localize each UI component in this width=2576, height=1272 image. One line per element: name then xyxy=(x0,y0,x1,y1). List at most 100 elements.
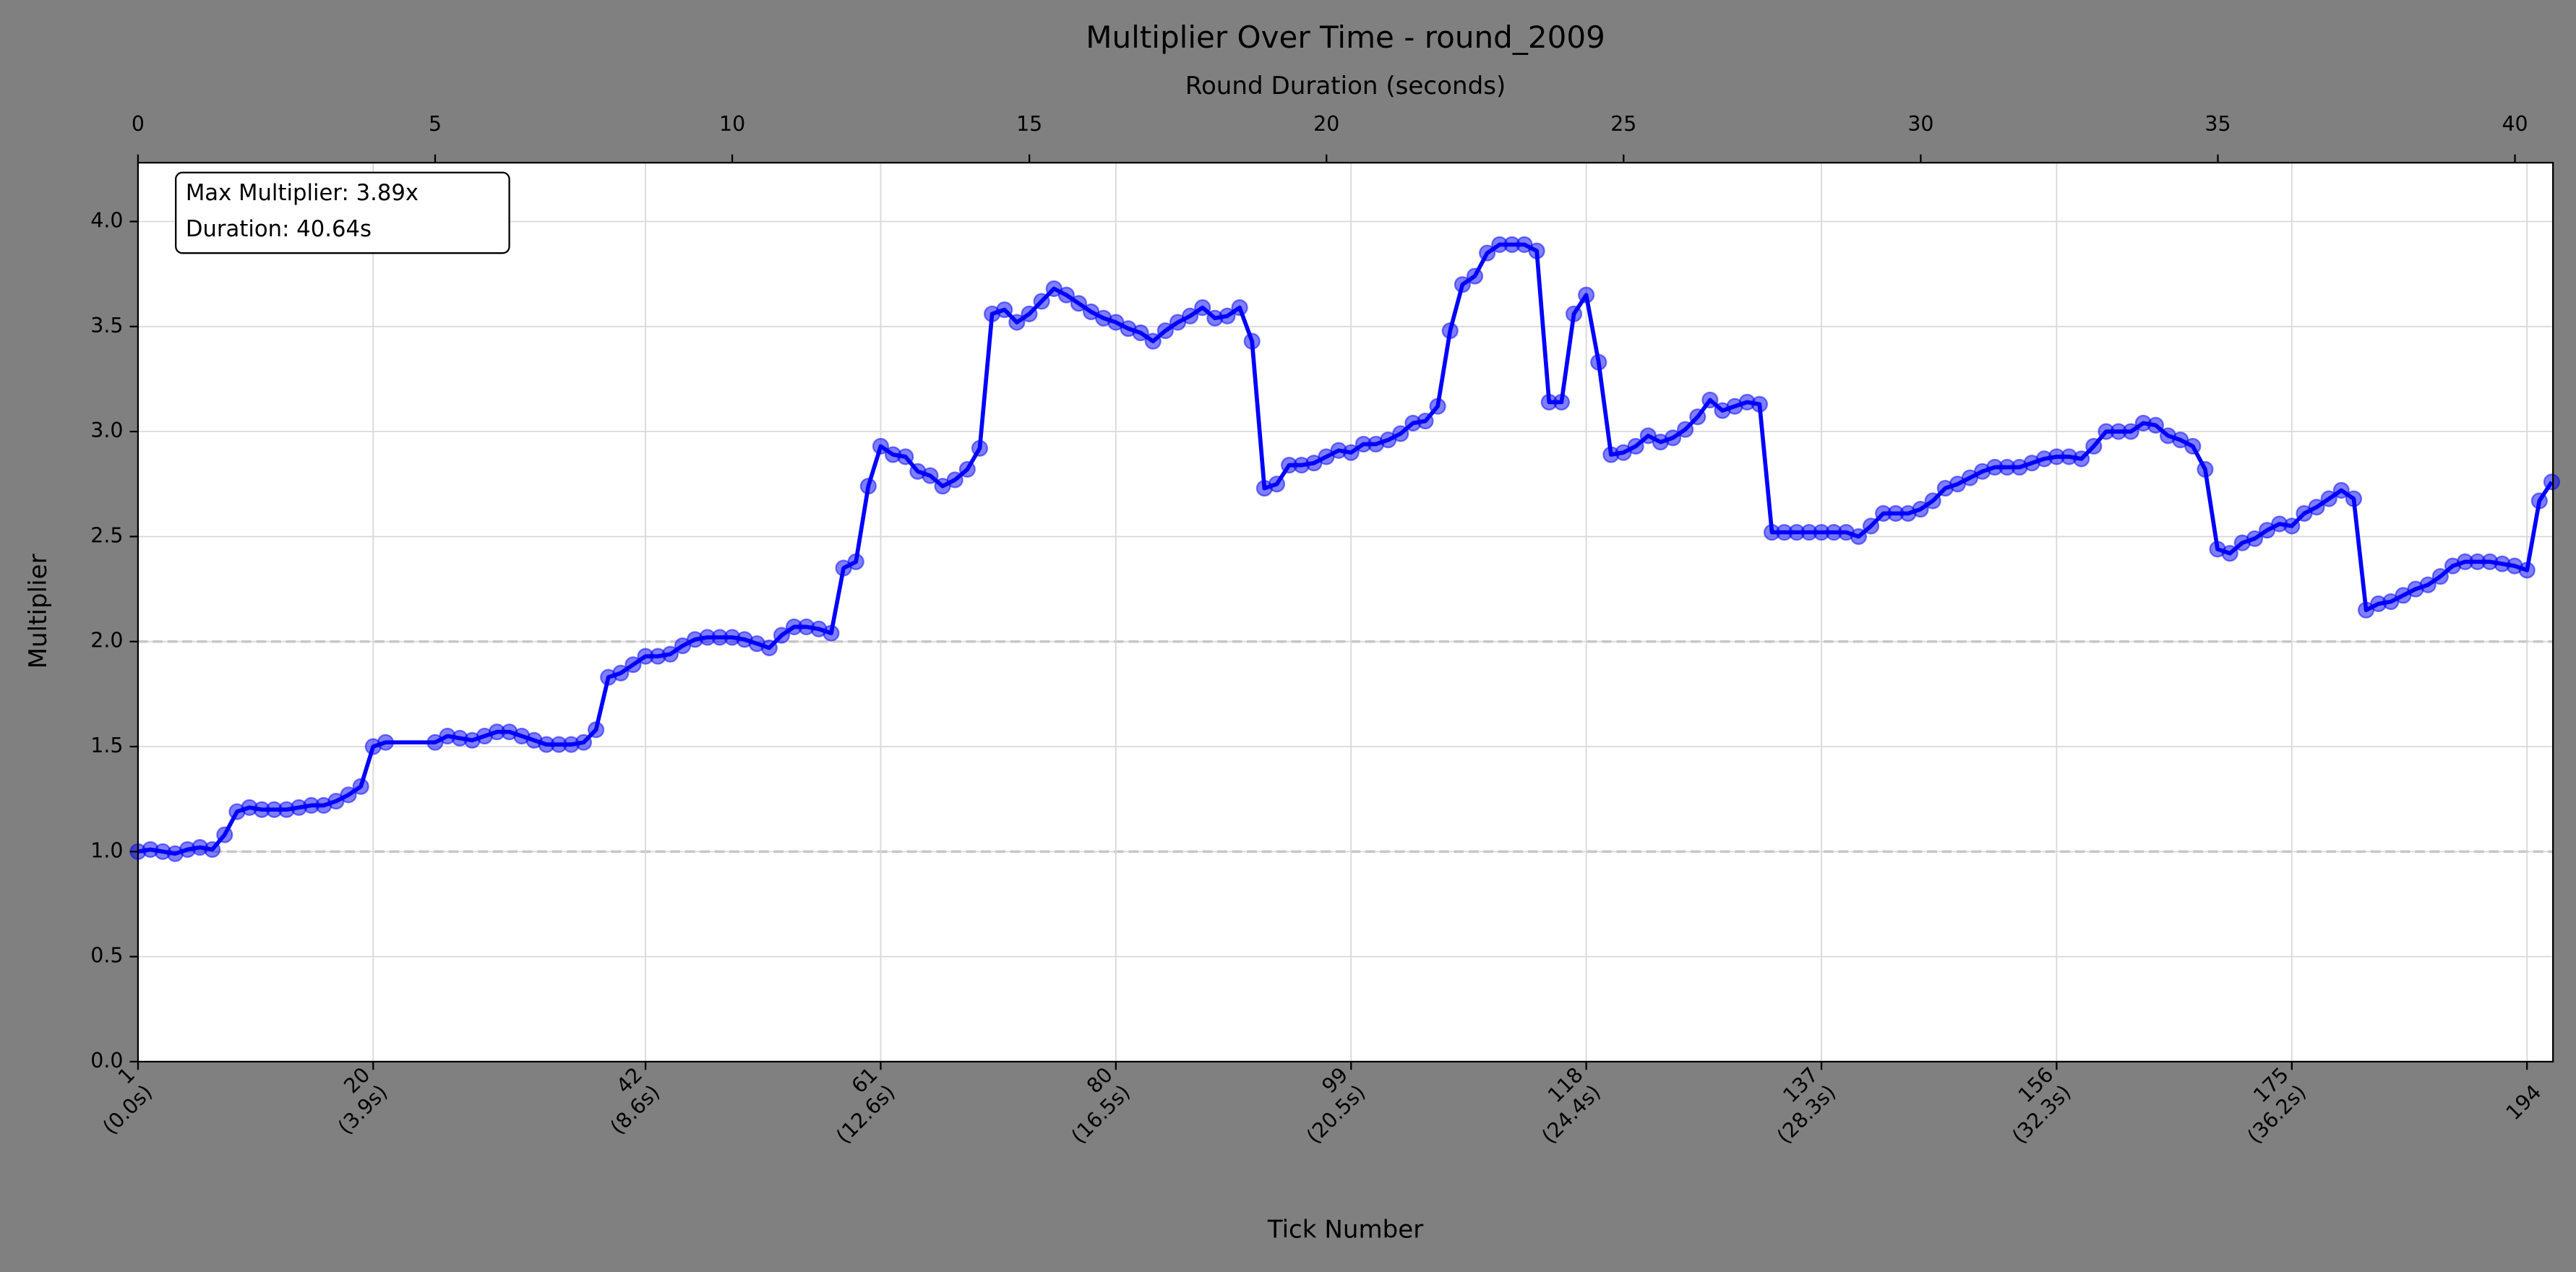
x2-tick-label: 10 xyxy=(719,112,745,136)
data-point xyxy=(1850,528,1868,546)
data-point xyxy=(1701,391,1719,409)
data-point xyxy=(1342,444,1360,461)
data-point xyxy=(1182,307,1199,325)
data-point xyxy=(872,437,890,455)
data-point xyxy=(575,734,593,751)
data-point xyxy=(847,553,864,570)
data-point xyxy=(1862,517,1880,535)
chart-title: Multiplier Over Time - round_2009 xyxy=(1086,20,1605,55)
data-point xyxy=(2073,450,2090,468)
data-point xyxy=(1392,425,1409,442)
data-point xyxy=(1454,276,1471,293)
y-tick-label: 4.0 xyxy=(90,208,123,232)
data-point xyxy=(2543,473,2561,491)
x2-tick-label: 35 xyxy=(2204,112,2231,136)
data-point xyxy=(612,664,630,682)
data-point xyxy=(2221,545,2238,562)
data-point xyxy=(1528,242,1545,259)
y-tick-label: 1.0 xyxy=(90,838,123,862)
data-point xyxy=(1194,299,1211,317)
data-point xyxy=(2246,530,2264,547)
data-point xyxy=(1677,421,1694,438)
data-point xyxy=(661,645,679,663)
data-point xyxy=(2308,499,2325,516)
data-point xyxy=(1664,429,1682,447)
data-point xyxy=(1057,286,1075,304)
data-point xyxy=(897,448,914,465)
data-point xyxy=(1466,267,1484,285)
annotation-text: Duration: 40.64s xyxy=(186,217,372,242)
data-point xyxy=(2283,517,2301,535)
data-point xyxy=(1243,332,1261,350)
data-point xyxy=(352,778,369,795)
data-point xyxy=(1751,395,1769,413)
data-point xyxy=(1627,437,1644,455)
data-point xyxy=(2184,437,2202,455)
x2-axis-label: Round Duration (seconds) xyxy=(1185,72,1506,100)
data-point xyxy=(340,786,357,804)
data-point xyxy=(859,478,877,495)
data-point xyxy=(1479,244,1496,262)
y-axis-label: Multiplier xyxy=(24,553,53,669)
data-point xyxy=(2530,492,2548,510)
data-point xyxy=(1219,307,1236,325)
y-tick-label: 0.0 xyxy=(90,1049,123,1073)
data-point xyxy=(377,734,395,751)
data-point xyxy=(2320,490,2337,507)
x2-tick-label: 5 xyxy=(429,112,442,136)
data-point xyxy=(1008,314,1026,331)
data-point xyxy=(1132,324,1149,342)
y-tick-label: 2.0 xyxy=(90,629,123,653)
y-tick-label: 3.0 xyxy=(90,418,123,442)
annotation-box xyxy=(175,171,510,254)
x2-tick-label: 25 xyxy=(1610,112,1636,136)
x2-tick-label: 20 xyxy=(1313,112,1339,136)
data-point xyxy=(1590,353,1607,371)
data-point xyxy=(1033,293,1050,310)
data-point xyxy=(1565,305,1583,322)
data-point xyxy=(1021,305,1038,322)
data-point xyxy=(773,627,791,644)
data-point xyxy=(1429,398,1446,415)
y-tick-label: 1.5 xyxy=(90,734,123,757)
x2-tick-label: 40 xyxy=(2502,112,2528,136)
data-point xyxy=(2332,481,2350,499)
data-point xyxy=(2197,460,2214,478)
data-point xyxy=(2431,568,2449,585)
data-point xyxy=(2147,416,2165,434)
data-point xyxy=(946,471,963,489)
data-point xyxy=(1156,322,1174,340)
y-tick-label: 2.5 xyxy=(90,523,123,547)
data-point xyxy=(823,624,840,642)
data-point xyxy=(2345,490,2363,507)
data-point xyxy=(1553,393,1570,411)
data-point xyxy=(1912,501,1929,518)
data-point xyxy=(2122,423,2139,440)
annotation-text: Max Multiplier: 3.89x xyxy=(186,181,418,206)
plot-frame xyxy=(137,161,2554,1063)
data-point xyxy=(760,639,778,657)
data-point xyxy=(1417,412,1434,430)
data-point xyxy=(2518,562,2536,579)
data-point xyxy=(971,439,989,457)
data-point xyxy=(1070,295,1088,312)
data-point xyxy=(1268,476,1286,493)
data-point xyxy=(2419,576,2437,593)
data-point xyxy=(204,841,221,859)
x2-tick-label: 30 xyxy=(1907,112,1933,136)
data-point xyxy=(996,301,1013,319)
data-point xyxy=(587,721,605,739)
data-point xyxy=(1924,492,1941,510)
data-point xyxy=(624,656,642,674)
x2-tick-label: 0 xyxy=(132,112,145,136)
plot-area xyxy=(137,163,2554,1062)
series xyxy=(129,236,2561,862)
data-point xyxy=(1144,332,1162,350)
data-point xyxy=(1578,286,1595,304)
grid xyxy=(137,163,2554,1062)
data-point xyxy=(1441,322,1459,340)
data-point xyxy=(922,467,939,484)
y-tick-label: 3.5 xyxy=(90,314,123,338)
